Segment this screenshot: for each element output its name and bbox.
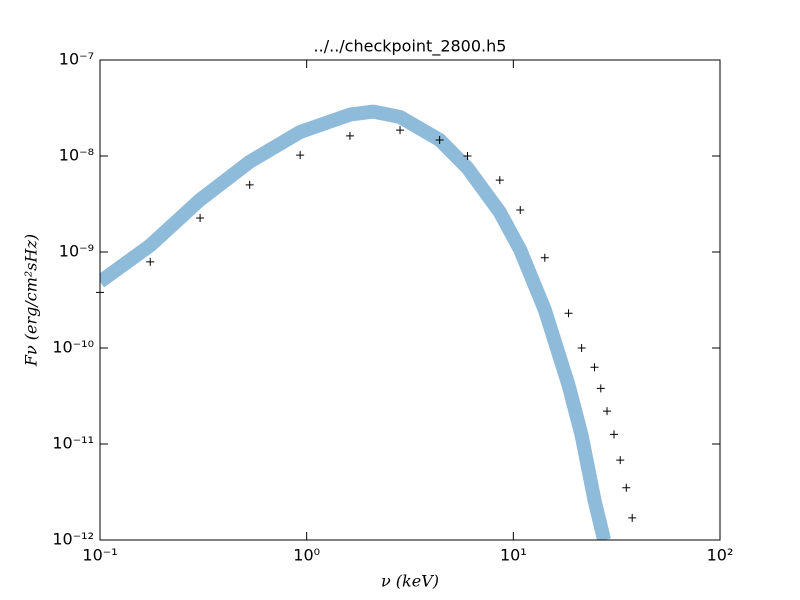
x-axis-label: ν (keV) <box>381 572 439 591</box>
x-tick-label: 10¹ <box>500 546 527 565</box>
x-tick-label: 10² <box>707 546 734 565</box>
data-marker <box>345 131 354 140</box>
y-tick-label: 10⁻¹² <box>52 530 94 549</box>
data-marker <box>540 253 549 262</box>
data-marker <box>495 176 504 185</box>
data-marker <box>622 483 631 492</box>
data-marker <box>146 257 155 266</box>
y-tick-label: 10⁻⁷ <box>59 50 94 69</box>
y-tick-label: 10⁻¹¹ <box>52 434 94 453</box>
data-marker <box>463 152 472 160</box>
y-tick-label: 10⁻⁹ <box>59 242 94 261</box>
x-tick-label: 10⁻¹ <box>82 546 117 565</box>
chart-title: ../../checkpoint_2800.h5 <box>314 37 507 57</box>
y-tick-label: 10⁻¹⁰ <box>52 338 94 357</box>
x-tick-label: 10⁰ <box>293 546 320 565</box>
data-marker <box>435 135 444 144</box>
data-marker <box>296 151 305 160</box>
data-marker <box>628 513 637 522</box>
y-tick-label: 10⁻⁸ <box>59 146 94 165</box>
data-marker <box>245 180 254 189</box>
data-marker <box>516 205 525 214</box>
plot-frame <box>99 59 721 541</box>
data-marker <box>616 456 625 465</box>
data-marker <box>590 363 599 372</box>
data-marker <box>596 384 605 393</box>
data-marker <box>196 214 205 223</box>
data-marker <box>564 309 573 318</box>
data-marker <box>603 407 612 416</box>
data-marker <box>577 344 586 352</box>
data-marker <box>610 430 619 439</box>
data-marker <box>396 126 405 135</box>
y-axis-label: Fν (erg/cm²sHz) <box>22 234 41 367</box>
